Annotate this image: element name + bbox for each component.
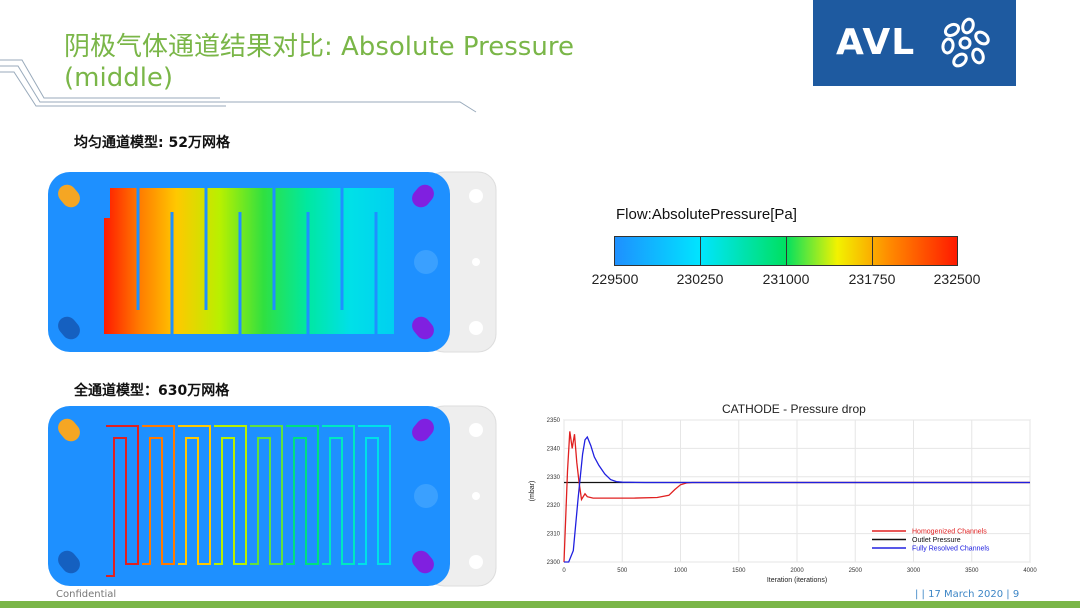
chart-x-tick-label: 4000 <box>1023 568 1037 574</box>
avl-logo-mark-icon <box>941 17 990 68</box>
chart-y-tick-label: 2340 <box>547 446 561 452</box>
chart-x-tick-label: 2500 <box>849 568 863 574</box>
chart-x-tick-label: 3000 <box>907 568 921 574</box>
chart-x-tick-label: 0 <box>562 568 566 574</box>
chart-legend-label: Fully Resolved Channels <box>912 546 990 553</box>
legend-tick-label: 231000 <box>762 271 810 287</box>
homogenized-pressure-contour <box>48 171 497 353</box>
legend-tick-label: 232500 <box>933 271 981 287</box>
chart-title: CATHODE - Pressure drop <box>722 402 866 416</box>
legend-tick-mark <box>700 237 701 265</box>
date-page-label: | | 17 March 2020 | 9 <box>915 589 1020 600</box>
fully-resolved-pressure-contour <box>48 405 497 587</box>
pressure-color-scale <box>614 236 958 266</box>
chart-y-tick-label: 2320 <box>547 503 561 509</box>
legend-tick-label: 230250 <box>676 271 724 287</box>
chart-x-axis-label: Iteration (iterations) <box>767 577 827 584</box>
chart-legend-label: Outlet Pressure <box>912 537 961 544</box>
legend-tick-label: 231750 <box>848 271 896 287</box>
confidential-label: Confidential <box>56 589 117 600</box>
chart-x-tick-label: 1500 <box>732 568 746 574</box>
chart-y-tick-label: 2330 <box>547 475 561 481</box>
chart-y-tick-label: 2310 <box>547 532 561 538</box>
legend-tick-mark <box>786 237 787 265</box>
chart-legend-label: Homogenized Channels <box>912 529 987 536</box>
legend-tick-label: 229500 <box>591 271 639 287</box>
chart-x-tick-label: 1000 <box>674 568 688 574</box>
chart-y-tick-label: 2300 <box>547 560 561 566</box>
chart-y-axis-label: (mbar) <box>529 481 536 502</box>
chart-y-tick-label: 2350 <box>547 418 561 424</box>
homogenized-model-label: 均匀通道模型: 52万网格 <box>74 135 230 151</box>
chart-x-tick-label: 3500 <box>965 568 979 574</box>
chart-x-tick-label: 2000 <box>790 568 804 574</box>
legend-tick-mark <box>872 237 873 265</box>
legend-title: Flow:AbsolutePressure[Pa] <box>616 206 797 223</box>
chart-x-tick-label: 500 <box>617 568 628 574</box>
header-decoration <box>0 59 477 113</box>
bottom-accent-bar <box>0 601 1080 608</box>
avl-logo-text: AVL <box>836 22 916 63</box>
slide-title: 阴极气体通道结果对比: Absolute Pressure (middle) <box>64 32 574 93</box>
chart-series-line <box>564 435 1030 563</box>
full-channel-model-label: 全通道模型：630万网格 <box>74 383 230 399</box>
pressure-drop-chart: 0 500 1000 1500 2000 2500 3000 3500 4000 2300 2310… <box>529 418 1037 584</box>
